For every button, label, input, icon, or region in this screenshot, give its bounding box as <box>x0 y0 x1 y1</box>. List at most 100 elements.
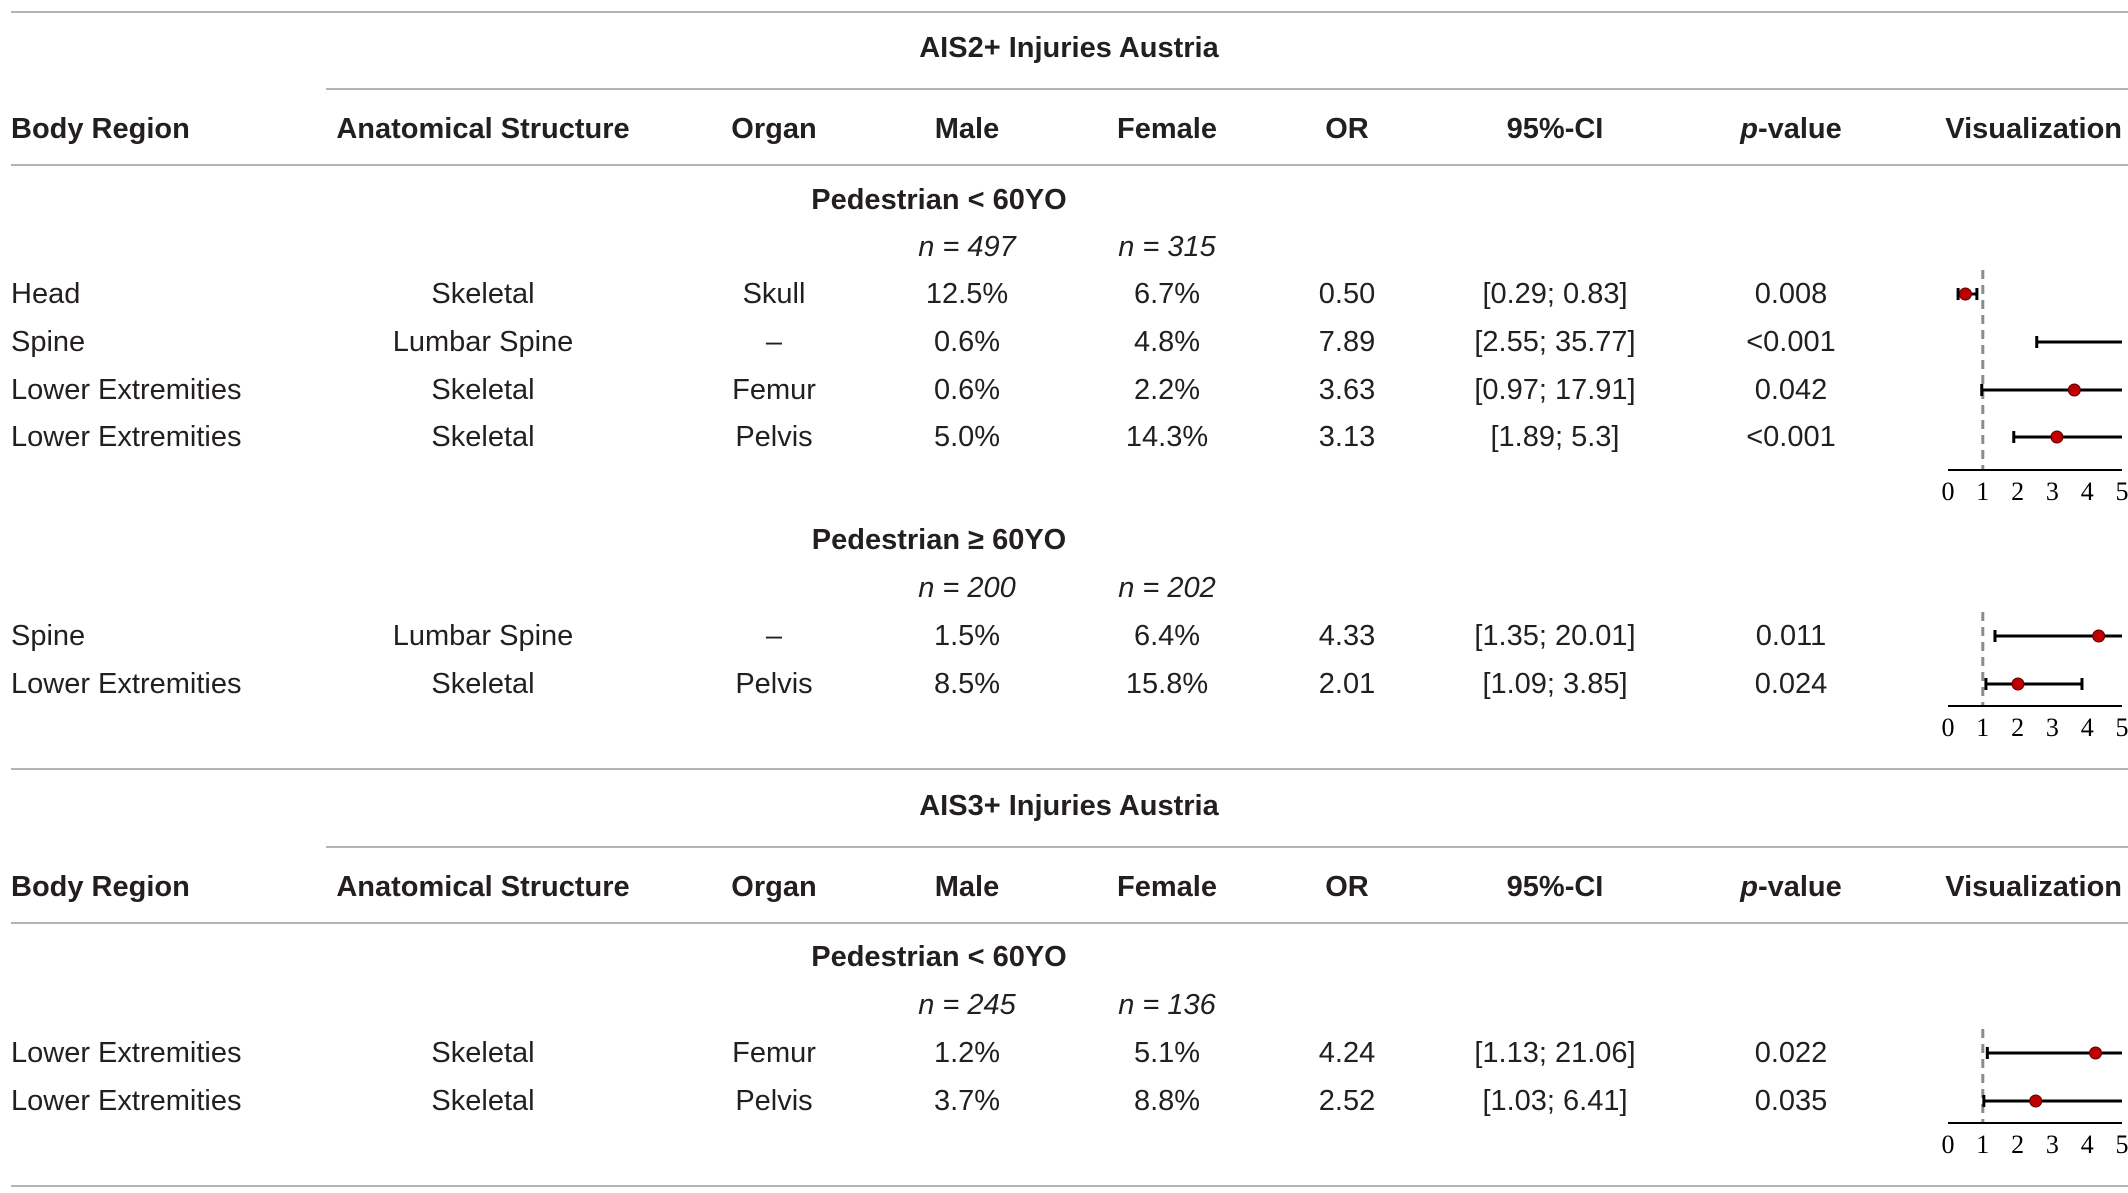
header-rule <box>11 164 2128 166</box>
col-header-visualization: Visualization <box>1945 113 2122 145</box>
col-header-male: Male <box>934 113 1000 145</box>
forest-tick-label: 4 <box>2081 1130 2094 1159</box>
cell-or: 4.33 <box>1318 620 1376 652</box>
col-header-p-value: p-value <box>1740 115 1842 144</box>
header-rule <box>11 922 2128 924</box>
cell-body-region: Lower Extremities <box>11 1037 242 1069</box>
col-header-visualization: Visualization <box>1945 871 2122 903</box>
odds-ratio-point <box>2011 677 2025 691</box>
forest-tick-label: 3 <box>2046 713 2059 742</box>
cell-or: 3.63 <box>1318 374 1376 406</box>
cell-anatomical-structure: Skeletal <box>431 1085 535 1117</box>
group-label: Pedestrian < 60YO <box>811 184 1067 216</box>
col-header-anatomical-structure: Anatomical Structure <box>336 113 630 145</box>
odds-ratio-point <box>1958 287 1972 301</box>
cell-ci: [1.09; 3.85] <box>1482 668 1628 700</box>
cell-female: 6.7% <box>1133 278 1201 310</box>
cell-anatomical-structure: Skeletal <box>431 374 535 406</box>
col-header-female: Female <box>1117 113 1217 145</box>
bottom-rule <box>11 1185 2128 1187</box>
cell-anatomical-structure: Lumbar Spine <box>392 620 574 652</box>
forest-tick-label: 1 <box>1976 713 1989 742</box>
col-header-ci: 95%-CI <box>1506 871 1604 903</box>
cell-anatomical-structure: Skeletal <box>431 668 535 700</box>
cell-anatomical-structure: Lumbar Spine <box>392 326 574 358</box>
cell-anatomical-structure: Skeletal <box>431 1037 535 1069</box>
cell-or: 3.13 <box>1318 421 1376 453</box>
cell-p-value: <0.001 <box>1746 421 1836 453</box>
cell-organ: – <box>765 620 783 652</box>
cell-body-region: Spine <box>11 326 86 358</box>
forest-tick-label: 4 <box>2081 713 2094 742</box>
forest-tick-label: 5 <box>2116 477 2128 506</box>
cell-female: 5.1% <box>1133 1037 1201 1069</box>
cell-body-region: Spine <box>11 620 86 652</box>
cell-male: 1.5% <box>933 620 1001 652</box>
cell-body-region: Lower Extremities <box>11 421 242 453</box>
n-female: n = 315 <box>1118 231 1216 263</box>
p-value-suffix: -value <box>1757 871 1842 903</box>
cell-female: 14.3% <box>1125 421 1209 453</box>
block-title: AIS2+ Injuries Austria <box>919 32 1219 64</box>
cell-female: 15.8% <box>1125 668 1209 700</box>
cell-organ: Pelvis <box>735 668 813 700</box>
cell-p-value: 0.011 <box>1755 620 1827 652</box>
cell-p-value: 0.042 <box>1754 374 1828 406</box>
bottom-rule <box>11 768 2128 770</box>
forest-tick-label: 2 <box>2011 477 2024 506</box>
cell-body-region: Head <box>11 278 81 310</box>
cell-ci: [1.89; 5.3] <box>1490 421 1620 453</box>
forest-tick-label: 0 <box>1942 477 1955 506</box>
p-value-suffix: -value <box>1757 113 1842 145</box>
cell-organ: Femur <box>732 1037 816 1069</box>
cell-p-value: <0.001 <box>1746 326 1836 358</box>
cell-male: 1.2% <box>933 1037 1001 1069</box>
cell-female: 4.8% <box>1133 326 1201 358</box>
odds-ratio-point <box>2089 1046 2103 1060</box>
col-header-anatomical-structure: Anatomical Structure <box>336 871 630 903</box>
cell-or: 7.89 <box>1318 326 1376 358</box>
cell-female: 2.2% <box>1133 374 1201 406</box>
cell-p-value: 0.022 <box>1754 1037 1828 1069</box>
col-header-body-region: Body Region <box>11 113 190 145</box>
cell-or: 0.50 <box>1318 278 1376 310</box>
col-header-organ: Organ <box>731 871 817 903</box>
cell-organ: – <box>765 326 783 358</box>
n-female: n = 202 <box>1118 572 1216 604</box>
cell-ci: [0.97; 17.91] <box>1474 374 1636 406</box>
p-value-italic-p: p <box>1740 871 1758 903</box>
col-header-ci: 95%-CI <box>1506 113 1604 145</box>
col-header-body-region: Body Region <box>11 871 190 903</box>
cell-organ: Pelvis <box>735 1085 813 1117</box>
cell-p-value: 0.035 <box>1754 1085 1828 1117</box>
cell-ci: [1.03; 6.41] <box>1482 1085 1628 1117</box>
col-header-female: Female <box>1117 871 1217 903</box>
n-male: n = 245 <box>918 989 1016 1021</box>
cell-male: 12.5% <box>925 278 1009 310</box>
odds-ratio-point <box>2092 629 2106 643</box>
forest-tick-label: 2 <box>2011 713 2024 742</box>
title-underline <box>326 846 2128 848</box>
cell-anatomical-structure: Skeletal <box>431 421 535 453</box>
title-underline <box>326 88 2128 90</box>
n-male: n = 497 <box>918 231 1016 263</box>
cell-body-region: Lower Extremities <box>11 374 242 406</box>
forest-tick-label: 2 <box>2011 1130 2024 1159</box>
cell-male: 8.5% <box>933 668 1001 700</box>
forest-tick-label: 1 <box>1976 477 1989 506</box>
cell-female: 6.4% <box>1133 620 1201 652</box>
forest-tick-label: 5 <box>2116 713 2128 742</box>
cell-male: 5.0% <box>933 421 1001 453</box>
p-value-italic-p: p <box>1740 113 1758 145</box>
odds-ratio-point <box>2067 383 2081 397</box>
forest-tick-label: 0 <box>1942 1130 1955 1159</box>
odds-ratio-point <box>2029 1094 2043 1108</box>
cell-ci: [2.55; 35.77] <box>1474 326 1636 358</box>
cell-organ: Pelvis <box>735 421 813 453</box>
cell-or: 2.52 <box>1318 1085 1376 1117</box>
cell-body-region: Lower Extremities <box>11 1085 242 1117</box>
cell-p-value: 0.024 <box>1754 668 1828 700</box>
